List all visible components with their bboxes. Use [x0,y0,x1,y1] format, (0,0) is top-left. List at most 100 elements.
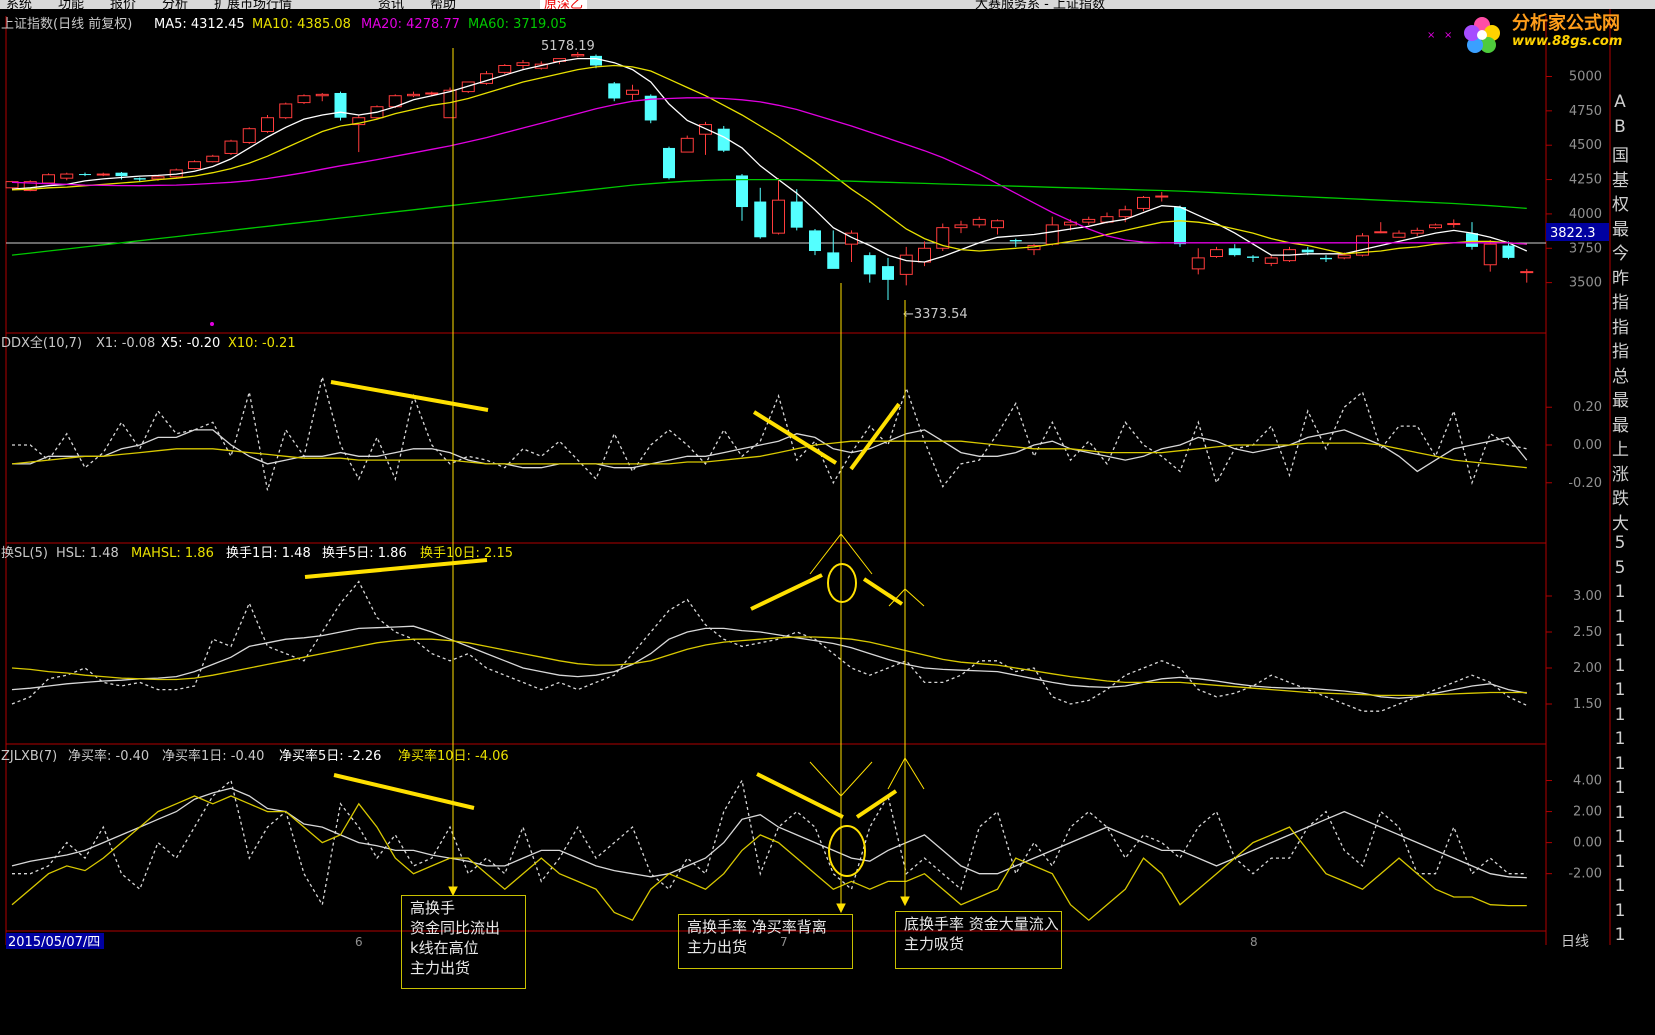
sidebar-char[interactable]: 上 [1612,440,1629,460]
sidebar-char[interactable]: 1 [1614,925,1626,945]
sidebar-char[interactable]: B [1614,116,1626,137]
menu-item-info[interactable]: 资讯 [378,0,405,9]
sidebar-char[interactable]: 1 [1614,729,1626,749]
ddx-x10-line [11,440,1527,469]
note2-line2: 主力出货 [687,938,748,956]
sidebar-char[interactable]: 1 [1614,582,1626,602]
sidebar-char[interactable]: 1 [1614,802,1626,823]
sidebar-char[interactable]: 今 [1612,244,1629,264]
sidebar-char[interactable]: 1 [1614,851,1626,872]
candle-body [425,92,439,95]
sidebar-char[interactable]: 1 [1614,753,1626,774]
candle-body [1502,245,1515,258]
candle-body [918,247,931,263]
ddx-x1-label: X1: -0.08 [96,336,155,351]
zjlxb-tick-label: 2.00 [1573,805,1602,820]
candle-body [443,89,457,119]
hsl-5day-label: 换手5日: 1.86 [322,546,407,561]
sidebar-char[interactable]: 最 [1612,415,1629,436]
sidebar-char[interactable]: 1 [1614,900,1626,921]
month-label-8: 8 [1250,935,1258,949]
period-label[interactable]: 日线 [1561,934,1589,950]
ddx-tick-label: 0.20 [1573,400,1602,415]
main-tick-label: 4250 [1569,173,1602,188]
sidebar-char[interactable]: 权 [1612,195,1629,215]
menu-item-function[interactable]: 功能 [58,0,85,9]
note1-line4: 主力出货 [410,959,471,977]
sidebar-char[interactable]: 1 [1614,876,1626,896]
candle-body [297,95,311,104]
annotation-note-1: 高换手 资金同比流出 k线在高位 主力出货 [401,895,526,989]
menu-item-quote[interactable]: 报价 [110,0,137,9]
candle-body [626,89,639,95]
candle-body [1466,233,1478,247]
candle-body [736,175,748,208]
sidebar-char[interactable]: 5 [1614,533,1626,553]
candle-body [809,230,821,252]
sidebar-char[interactable]: 最 [1612,219,1629,240]
menu-item-system[interactable]: 系统 [6,0,33,9]
moving-averages [11,57,1528,263]
netbuy-5day-line [11,787,1527,879]
sidebar-char[interactable]: 指 [1612,317,1629,338]
candle-body [644,95,657,121]
sidebar-char[interactable]: 1 [1614,606,1626,627]
main-tick-label: 3500 [1569,276,1602,291]
hsl-tick-label: 2.00 [1573,661,1602,676]
sidebar-char[interactable]: 基 [1612,170,1629,191]
sidebar-char[interactable]: 指 [1612,342,1629,362]
candle-body [863,255,876,275]
sidebar-char[interactable]: 总 [1612,366,1629,387]
menu-item-active[interactable]: 原深乙 [540,0,588,9]
candle-body [1082,218,1096,223]
sidebar-char[interactable]: 跌 [1612,489,1629,509]
candle-body [60,173,74,179]
candle-body [461,81,475,93]
sidebar-char[interactable]: 5 [1614,557,1626,578]
zjlxb-series [11,778,1527,922]
candle-body [224,140,238,154]
sidebar-char[interactable]: 1 [1614,655,1626,676]
sidebar-char[interactable]: 大 [1612,513,1629,534]
sidebar-char[interactable]: 1 [1614,680,1626,700]
menu-item-help[interactable]: 帮助 [430,0,457,9]
sidebar-char[interactable]: 昨 [1612,268,1629,289]
hsl-series [11,580,1528,712]
candle-body [680,137,694,153]
sidebar-char[interactable]: 1 [1614,704,1626,725]
candle-body [1191,257,1205,270]
candle-body [1247,256,1259,258]
ma20-label: MA20: 4278.77 [361,17,460,32]
candle-body [151,176,165,180]
zjlxb-title: ZJLXB(7) [1,749,57,764]
sidebar-char[interactable]: 1 [1614,631,1626,651]
low-price-label: ←3373.54 [903,307,968,322]
netbuy-10day-line [11,795,1527,922]
sidebar-char[interactable]: 1 [1614,827,1626,847]
ma-line-ma5 [11,57,1528,263]
candle-body [845,232,858,245]
stock-chart[interactable]: 上证指数(日线 前复权) MA5: 4312.45 MA10: 4385.08 … [0,9,1655,1035]
candle-body [899,254,913,275]
sidebar-char[interactable]: 涨 [1612,464,1629,485]
candle-body [571,53,585,57]
candle-body [279,103,293,119]
ddx-title: DDX全(10,7) [1,335,82,351]
panel-frames [5,9,1611,945]
sidebar-char[interactable]: 指 [1612,293,1629,313]
date-label: 2015/05/07/四 [8,935,100,950]
menu-item-extended-market[interactable]: 扩展市场行情 [214,0,293,9]
sidebar-char[interactable]: 最 [1612,391,1629,411]
note2-line1: 高换手率 净买率背离 [687,918,827,936]
candlesticks [5,52,1534,300]
menu-item-analysis[interactable]: 分析 [162,0,189,9]
ddx-series [11,376,1528,491]
netbuy-5day-label: 净买率5日: -2.26 [279,748,381,764]
sidebar-char[interactable]: 国 [1612,146,1629,166]
candle-body [206,155,220,163]
candle-body [315,93,329,97]
sidebar-char[interactable]: 1 [1614,778,1626,798]
month-label-6: 6 [355,935,363,949]
sidebar-char[interactable]: A [1614,92,1626,112]
ma-line-ma10 [11,64,1527,255]
